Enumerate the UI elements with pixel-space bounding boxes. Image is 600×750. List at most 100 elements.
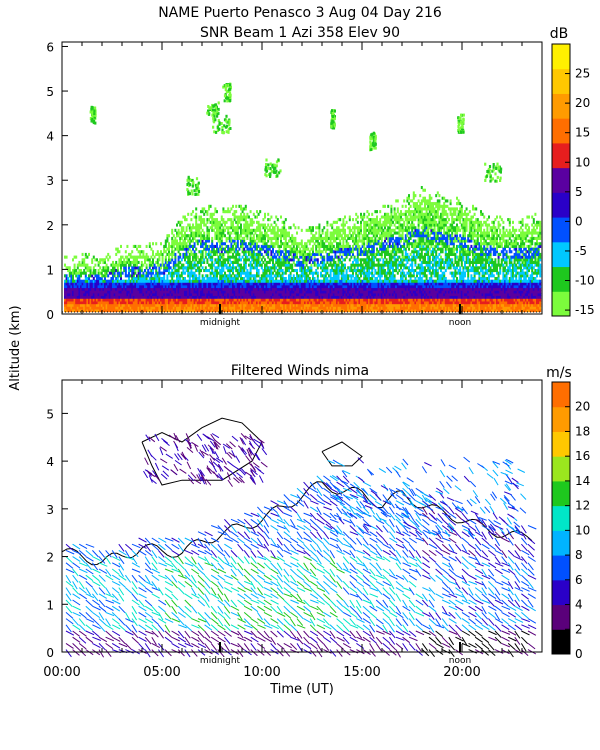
snr-cell bbox=[219, 226, 222, 230]
snr-cell bbox=[216, 269, 218, 273]
snr-cell bbox=[374, 298, 377, 302]
snr-cell bbox=[80, 287, 82, 291]
snr-cell bbox=[339, 234, 342, 238]
snr-cell bbox=[136, 285, 138, 289]
snr-cell bbox=[369, 242, 372, 246]
snr-cell bbox=[238, 282, 241, 286]
snr-cell bbox=[86, 263, 89, 267]
snr-cell bbox=[246, 231, 249, 235]
snr-cell bbox=[376, 252, 378, 256]
snr-cell bbox=[243, 223, 246, 227]
snr-cell bbox=[273, 282, 276, 286]
snr-cell bbox=[352, 298, 354, 302]
snr-cell bbox=[363, 212, 366, 216]
snr-cell bbox=[270, 215, 273, 219]
snr-cell bbox=[313, 252, 316, 256]
snr-cell bbox=[364, 277, 367, 281]
snr-cell bbox=[241, 271, 244, 275]
snr-cell bbox=[172, 239, 175, 243]
snr-cell bbox=[240, 263, 242, 267]
snr-cell bbox=[118, 250, 121, 254]
snr-cell bbox=[368, 269, 370, 273]
snr-cell bbox=[153, 274, 156, 278]
snr-cell bbox=[120, 266, 122, 270]
snr-cell bbox=[104, 271, 106, 275]
snr-cell bbox=[241, 309, 244, 313]
snr-cell bbox=[184, 285, 186, 289]
snr-cell bbox=[355, 306, 358, 310]
snr-cell bbox=[288, 290, 290, 294]
snr-cell bbox=[171, 287, 174, 291]
snr-cell bbox=[376, 215, 378, 219]
snr-cell bbox=[84, 301, 87, 305]
snr-cell bbox=[371, 290, 374, 294]
snr-cell bbox=[358, 228, 361, 232]
snr-cell bbox=[164, 282, 167, 286]
snr-cell bbox=[169, 279, 172, 283]
snr-cell bbox=[110, 277, 113, 281]
snr-cell bbox=[193, 263, 196, 267]
snr-cell bbox=[121, 271, 124, 275]
snr-cell bbox=[345, 269, 348, 273]
snr-cell bbox=[363, 228, 366, 232]
snr-cell bbox=[320, 290, 322, 294]
snr-cell bbox=[195, 274, 198, 278]
snr-cell bbox=[296, 274, 298, 278]
snr-cell bbox=[174, 263, 177, 267]
snr-cell bbox=[195, 207, 198, 211]
snr-cell bbox=[339, 228, 342, 232]
snr-cell bbox=[284, 306, 287, 310]
snr-cell bbox=[203, 212, 206, 216]
snr-cell bbox=[315, 306, 318, 310]
snr-cell bbox=[196, 231, 199, 235]
snr-cell bbox=[201, 239, 204, 243]
snr-cell bbox=[384, 309, 386, 313]
snr-cell bbox=[73, 269, 76, 273]
snr-cell bbox=[328, 285, 330, 289]
snr-cell bbox=[286, 279, 289, 283]
snr-cell bbox=[75, 274, 78, 278]
snr-cell bbox=[355, 287, 358, 291]
snr-cell bbox=[225, 301, 228, 305]
snr-cell bbox=[305, 290, 308, 294]
snr-cell bbox=[243, 228, 246, 232]
snr-cell bbox=[352, 252, 354, 256]
snr-cell bbox=[249, 228, 252, 232]
snr-cell bbox=[326, 255, 329, 259]
snr-cell bbox=[340, 234, 343, 238]
snr-cell bbox=[382, 287, 385, 291]
snr-cell bbox=[313, 242, 316, 246]
snr-cell bbox=[99, 285, 102, 289]
snr-cell bbox=[275, 306, 278, 310]
snr-cell bbox=[377, 279, 380, 283]
snr-cell bbox=[131, 309, 134, 313]
snr-cell bbox=[75, 303, 78, 307]
snr-cell bbox=[320, 242, 322, 246]
snr-cell bbox=[249, 293, 252, 297]
snr-cell bbox=[364, 250, 367, 254]
snr-cell bbox=[313, 279, 316, 283]
snr-cell bbox=[339, 242, 342, 246]
snr-cell bbox=[336, 263, 338, 267]
snr-cell bbox=[91, 306, 94, 310]
snr-cell bbox=[324, 269, 327, 273]
snr-cell bbox=[264, 287, 266, 291]
snr-cell bbox=[99, 271, 102, 275]
snr-cell bbox=[270, 293, 273, 297]
snr-cell bbox=[377, 236, 380, 240]
snr-cell bbox=[264, 263, 266, 267]
snr-cell bbox=[385, 212, 388, 216]
snr-cell bbox=[267, 290, 270, 294]
snr-cell bbox=[228, 301, 231, 305]
snr-cell bbox=[284, 242, 287, 246]
snr-cell bbox=[344, 285, 346, 289]
snr-cell bbox=[292, 277, 295, 281]
snr-cell bbox=[334, 220, 337, 224]
snr-cell bbox=[366, 252, 369, 256]
snr-cell bbox=[356, 247, 359, 251]
snr-cell bbox=[302, 244, 305, 248]
snr-cell bbox=[376, 282, 378, 286]
snr-cell bbox=[192, 290, 194, 294]
snr-cell bbox=[267, 295, 270, 299]
snr-cell bbox=[352, 244, 354, 248]
